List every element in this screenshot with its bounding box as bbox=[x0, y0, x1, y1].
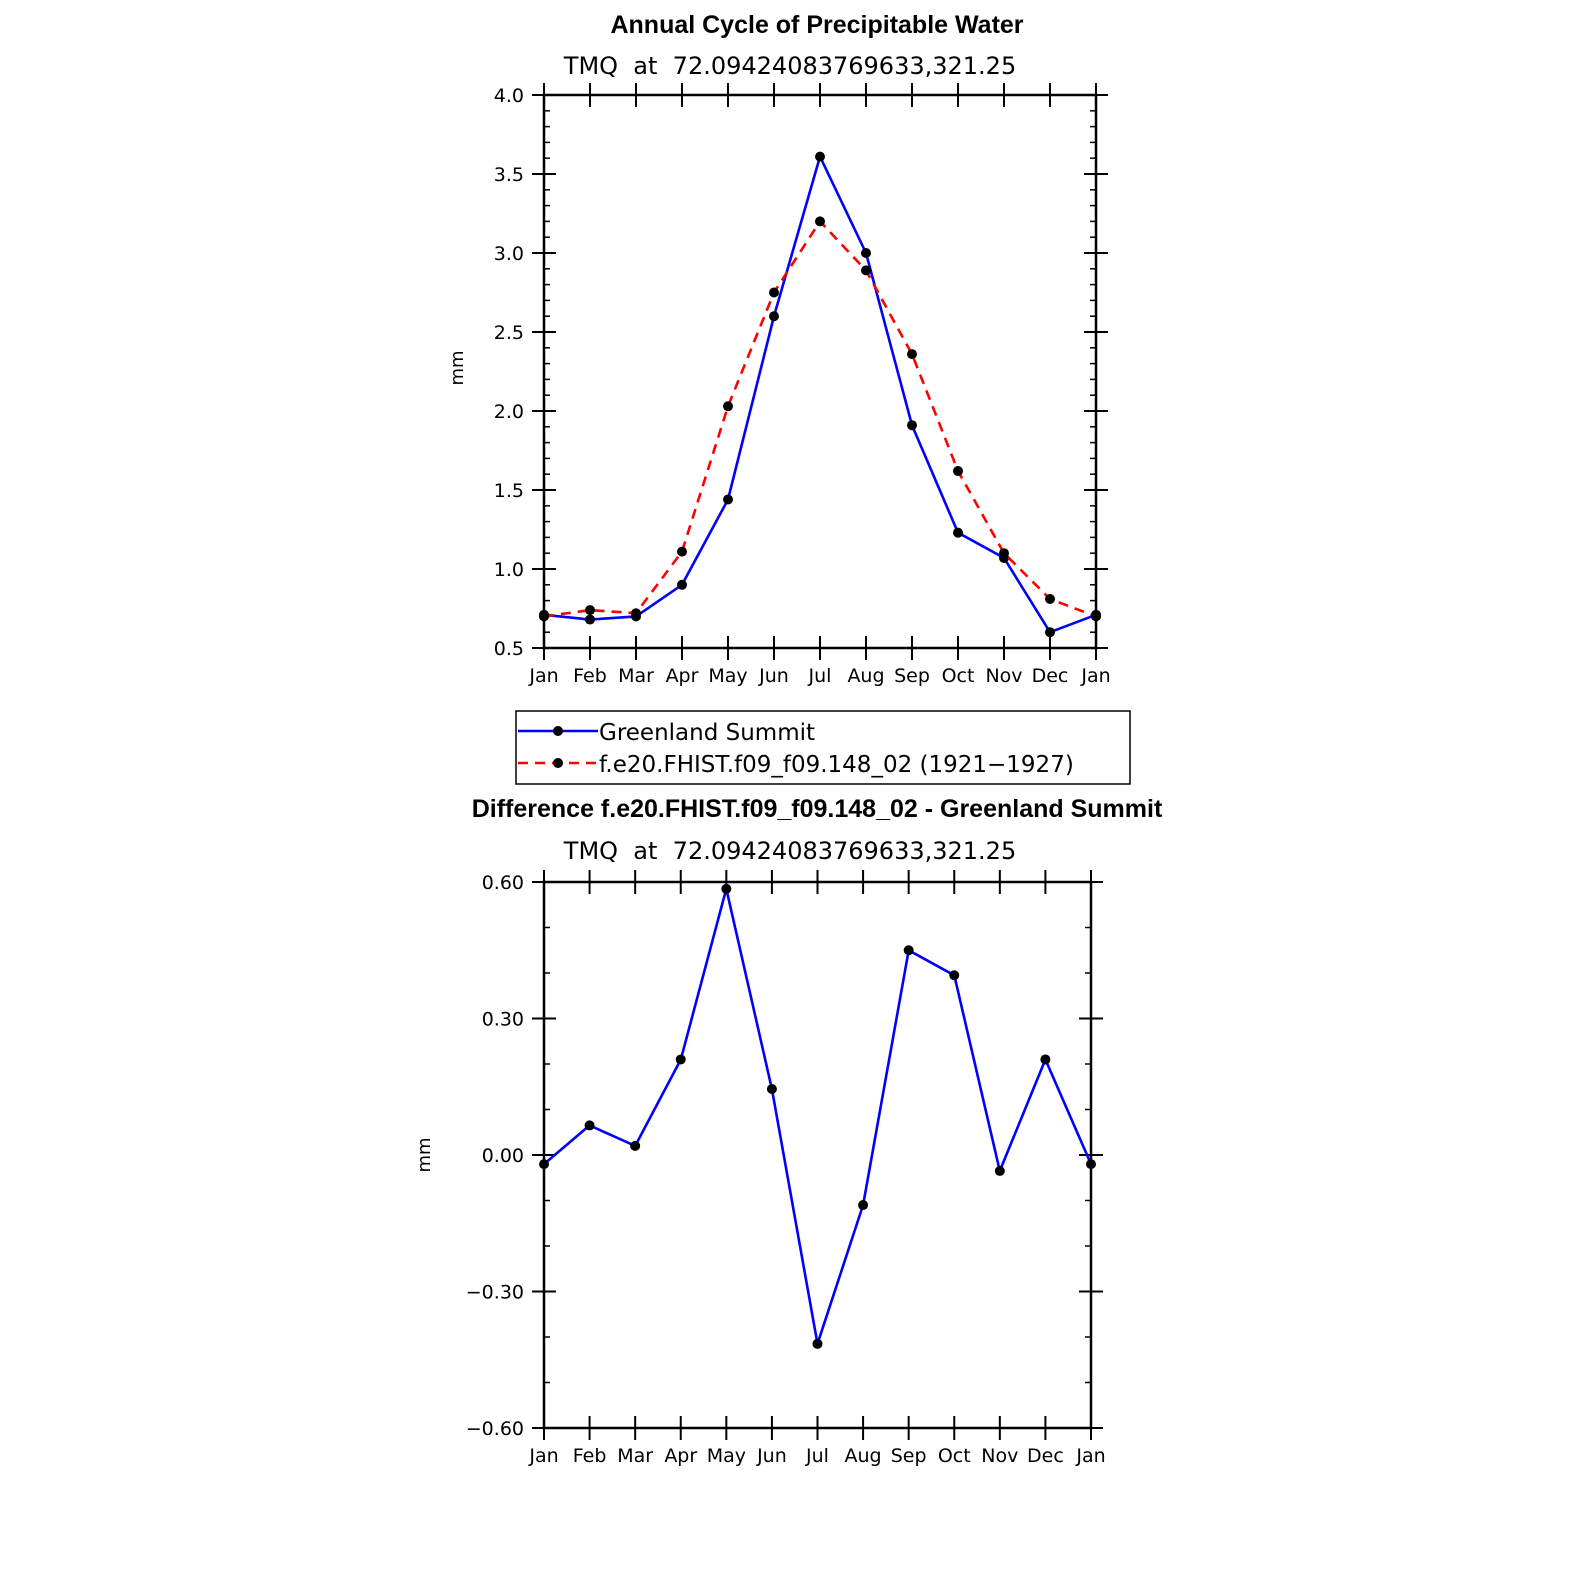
data-point-greenland-summit bbox=[907, 420, 917, 431]
x-tick-label: Oct bbox=[938, 1445, 971, 1467]
data-point-f-e20-fhist-f09-f09-148-02-1921-1927 bbox=[723, 401, 733, 412]
difference-chart: Difference f.e20.FHIST.f09_f09.148_02 - … bbox=[414, 795, 1163, 1467]
legend-entry-model: f.e20.FHIST.f09_f09.148_02 (1921−1927) bbox=[518, 752, 1074, 778]
data-point-greenland-summit bbox=[723, 494, 733, 505]
legend-marker-greenland-summit bbox=[553, 726, 563, 736]
y-tick-label: 0.00 bbox=[482, 1145, 524, 1167]
data-point-difference bbox=[630, 1140, 641, 1151]
legend: Greenland Summit f.e20.FHIST.f09_f09.148… bbox=[515, 710, 1131, 785]
data-point-f-e20-fhist-f09-f09-148-02-1921-1927 bbox=[953, 466, 963, 477]
series-group bbox=[539, 883, 1096, 1349]
y-tick-label: −0.30 bbox=[466, 1282, 524, 1304]
data-point-difference bbox=[858, 1200, 869, 1211]
legend-box bbox=[515, 710, 1131, 785]
x-tick-label: Jul bbox=[805, 1445, 829, 1467]
y-tick-label: 2.0 bbox=[494, 401, 524, 423]
data-point-difference bbox=[994, 1165, 1005, 1176]
data-point-difference bbox=[766, 1084, 777, 1095]
data-point-f-e20-fhist-f09-f09-148-02-1921-1927 bbox=[631, 608, 641, 619]
x-tick-label: Feb bbox=[573, 1445, 607, 1467]
data-point-f-e20-fhist-f09-f09-148-02-1921-1927 bbox=[907, 349, 917, 360]
chart-title: Difference f.e20.FHIST.f09_f09.148_02 - … bbox=[472, 795, 1163, 823]
data-point-greenland-summit bbox=[769, 311, 779, 322]
x-tick-label: Dec bbox=[1032, 665, 1069, 687]
series-line-difference bbox=[543, 887, 1093, 1346]
legend-label-greenland-summit: Greenland Summit bbox=[599, 720, 815, 746]
y-tick-label: 0.30 bbox=[482, 1009, 524, 1031]
legend-entry-greenland-summit: Greenland Summit bbox=[518, 720, 815, 746]
data-point-difference bbox=[949, 970, 960, 981]
x-tick-label: Mar bbox=[617, 1445, 653, 1467]
x-tick-label: Jun bbox=[756, 1445, 787, 1467]
plot-frame bbox=[542, 93, 1098, 650]
data-point-greenland-summit bbox=[677, 579, 687, 590]
data-point-f-e20-fhist-f09-f09-148-02-1921-1927 bbox=[861, 265, 871, 276]
chart-title: Annual Cycle of Precipitable Water bbox=[610, 11, 1023, 39]
annual-cycle-chart: Annual Cycle of Precipitable Water TMQ a… bbox=[447, 11, 1131, 785]
x-tick-label: Apr bbox=[666, 665, 699, 687]
x-tick-label: Aug bbox=[845, 1445, 882, 1467]
data-point-greenland-summit bbox=[585, 614, 595, 625]
data-point-f-e20-fhist-f09-f09-148-02-1921-1927 bbox=[1045, 594, 1055, 605]
x-tick-label: May bbox=[708, 665, 747, 687]
y-tick-label: 4.0 bbox=[494, 85, 524, 107]
x-tick-label: May bbox=[707, 1445, 746, 1467]
x-tick-label: Mar bbox=[618, 665, 654, 687]
data-point-greenland-summit bbox=[1045, 627, 1055, 638]
x-tick-label: Jun bbox=[758, 665, 789, 687]
data-point-difference bbox=[812, 1338, 823, 1349]
data-point-f-e20-fhist-f09-f09-148-02-1921-1927 bbox=[815, 216, 825, 227]
series-group bbox=[539, 151, 1101, 638]
x-tick-label: Sep bbox=[891, 1445, 927, 1467]
x-tick-label: Aug bbox=[847, 665, 884, 687]
data-point-greenland-summit bbox=[815, 151, 825, 162]
y-tick-label: 0.60 bbox=[482, 872, 524, 894]
x-tick-label: Nov bbox=[985, 665, 1022, 687]
y-tick-label: −0.60 bbox=[466, 1418, 524, 1440]
data-point-greenland-summit bbox=[861, 248, 871, 258]
data-point-difference bbox=[1040, 1054, 1051, 1065]
y-axis-label: mm bbox=[414, 1137, 435, 1172]
x-tick-label: Jan bbox=[528, 1445, 558, 1467]
x-tick-label: Oct bbox=[942, 665, 975, 687]
y-tick-label: 0.5 bbox=[494, 638, 524, 660]
axes: 0.5 1.0 1.5 2.0 2.5 3.0 3.5 4.0 Jan Feb Mar Apr May J… bbox=[494, 83, 1111, 687]
series-line-f-e20-fhist-f09-f09-148-02-1921-1927 bbox=[543, 220, 1097, 618]
data-point-difference bbox=[721, 883, 732, 894]
data-point-greenland-summit bbox=[953, 527, 963, 538]
data-point-f-e20-fhist-f09-f09-148-02-1921-1927 bbox=[999, 548, 1009, 559]
x-tick-label: Apr bbox=[664, 1445, 697, 1467]
data-point-difference bbox=[903, 945, 914, 956]
data-point-f-e20-fhist-f09-f09-148-02-1921-1927 bbox=[677, 546, 687, 557]
legend-label-model: f.e20.FHIST.f09_f09.148_02 (1921−1927) bbox=[599, 752, 1074, 778]
y-axis-label: mm bbox=[447, 350, 468, 385]
x-tick-label: Dec bbox=[1027, 1445, 1064, 1467]
x-tick-label: Jan bbox=[1075, 1445, 1105, 1467]
data-point-f-e20-fhist-f09-f09-148-02-1921-1927 bbox=[585, 605, 595, 616]
y-tick-label: 3.0 bbox=[494, 243, 524, 265]
x-tick-label: Nov bbox=[981, 1445, 1018, 1467]
plot-frame bbox=[542, 880, 1093, 1430]
legend-marker-model bbox=[553, 758, 563, 768]
x-tick-label: Sep bbox=[894, 665, 930, 687]
x-tick-label: Jul bbox=[808, 665, 832, 687]
y-tick-label: 3.5 bbox=[494, 164, 524, 186]
y-tick-label: 1.5 bbox=[494, 480, 524, 502]
x-tick-label: Jan bbox=[1080, 665, 1110, 687]
y-tick-label: 1.0 bbox=[494, 559, 524, 581]
x-tick-label: Feb bbox=[573, 665, 607, 687]
data-point-difference bbox=[675, 1054, 686, 1065]
y-tick-label: 2.5 bbox=[494, 322, 524, 344]
chart-subtitle: TMQ at 72.09424083769633,321.25 bbox=[563, 52, 1016, 80]
data-point-f-e20-fhist-f09-f09-148-02-1921-1927 bbox=[769, 287, 779, 298]
chart-subtitle: TMQ at 72.09424083769633,321.25 bbox=[563, 837, 1016, 865]
x-tick-label: Jan bbox=[528, 665, 558, 687]
data-point-difference bbox=[584, 1120, 595, 1131]
